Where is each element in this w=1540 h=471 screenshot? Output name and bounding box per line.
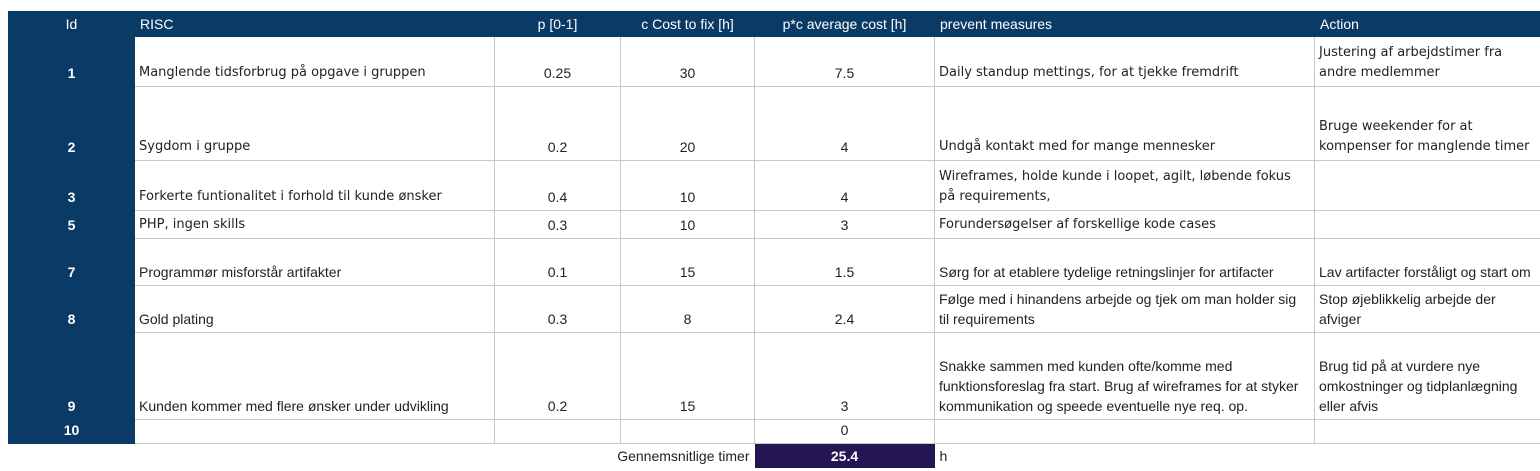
cell-probability[interactable]: 0.4: [494, 160, 621, 211]
cell-cost[interactable]: 10: [620, 160, 755, 211]
cell-action[interactable]: Brug tid på at vurdere nye omkostninger …: [1314, 332, 1540, 420]
table-row: 7 Programmør misforstår artifakter 0.1 1…: [8, 238, 1540, 286]
cell-prevent-measures[interactable]: Daily standup mettings, for at tjekke fr…: [934, 36, 1315, 87]
cell-probability[interactable]: 0.1: [494, 238, 621, 286]
cell-cost[interactable]: 15: [620, 332, 755, 420]
footer-empty-cell: [1315, 444, 1540, 469]
cell-id[interactable]: 8: [8, 285, 135, 333]
cell-prevent-measures[interactable]: Forundersøgelser af forskellige kode cas…: [934, 210, 1315, 239]
cell-risc[interactable]: [134, 419, 495, 444]
cell-id[interactable]: 3: [8, 160, 135, 211]
cell-probability[interactable]: 0.3: [494, 285, 621, 333]
footer-row: Gennemsnitlige timer 25.4 h: [9, 443, 1540, 469]
cell-action[interactable]: [1314, 210, 1540, 239]
cell-prevent-measures[interactable]: Snakke sammen med kunden ofte/komme med …: [934, 332, 1315, 420]
cell-average-cost[interactable]: 0: [754, 419, 935, 444]
cell-cost[interactable]: 30: [620, 36, 755, 87]
cell-average-cost[interactable]: 3: [754, 210, 935, 239]
cell-average-cost[interactable]: 3: [754, 332, 935, 420]
cell-average-cost[interactable]: 7.5: [754, 36, 935, 87]
cell-risc[interactable]: PHP, ingen skills: [134, 210, 495, 239]
cell-average-cost[interactable]: 4: [754, 86, 935, 161]
cell-prevent-measures[interactable]: Følge med i hinandens arbejde og tjek om…: [934, 285, 1315, 333]
cell-id[interactable]: 7: [8, 238, 135, 286]
cell-action[interactable]: Stop øjeblikkelig arbejde der afviger: [1314, 285, 1540, 333]
cell-average-cost[interactable]: 1.5: [754, 238, 935, 286]
header-row: Id RISC p [0-1] c Cost to fix [h] p*c av…: [8, 11, 1540, 37]
cell-cost[interactable]: 8: [620, 285, 755, 333]
cell-risc[interactable]: Manglende tidsforbrug på opgave i gruppe…: [134, 36, 495, 87]
cell-id[interactable]: 1: [8, 36, 135, 87]
cell-action[interactable]: Bruge weekender for at kompenser for man…: [1314, 86, 1540, 161]
average-hours-total[interactable]: 25.4: [754, 443, 935, 468]
header-average-cost[interactable]: p*c average cost [h]: [754, 11, 935, 37]
cell-cost[interactable]: 10: [620, 210, 755, 239]
table-row: 10 0: [8, 419, 1540, 444]
header-cost[interactable]: c Cost to fix [h]: [620, 11, 755, 37]
table-row: 3 Forkerte funtionalitet i forhold til k…: [8, 160, 1540, 211]
cell-average-cost[interactable]: 4: [754, 160, 935, 211]
table-row: 5 PHP, ingen skills 0.3 10 3 Forundersøg…: [8, 210, 1540, 239]
cell-risc[interactable]: Forkerte funtionalitet i forhold til kun…: [134, 160, 495, 211]
average-hours-unit: h: [939, 448, 948, 464]
cell-prevent-measures[interactable]: Undgå kontakt med for mange mennesker: [934, 86, 1315, 161]
risk-table: Id RISC p [0-1] c Cost to fix [h] p*c av…: [8, 11, 1540, 468]
cell-action[interactable]: [1314, 160, 1540, 211]
cell-prevent-measures[interactable]: Wireframes, holde kunde i loopet, agilt,…: [934, 160, 1315, 211]
cell-probability[interactable]: [494, 419, 621, 444]
cell-probability[interactable]: 0.2: [494, 332, 621, 420]
cell-cost[interactable]: 20: [620, 86, 755, 161]
cell-average-cost[interactable]: 2.4: [754, 285, 935, 333]
cell-risc[interactable]: Kunden kommer med flere ønsker under udv…: [134, 332, 495, 420]
cell-risc[interactable]: Gold plating: [134, 285, 495, 333]
cell-id[interactable]: 5: [8, 210, 135, 239]
cell-action[interactable]: Justering af arbejdstimer fra andre medl…: [1314, 36, 1540, 87]
table-row: 1 Manglende tidsforbrug på opgave i grup…: [8, 36, 1540, 87]
cell-prevent-measures[interactable]: Sørg for at etablere tydelige retningsli…: [934, 238, 1315, 286]
header-risc[interactable]: RISC: [134, 11, 495, 37]
cell-probability[interactable]: 0.2: [494, 86, 621, 161]
cell-risc[interactable]: Programmør misforstår artifakter: [134, 238, 495, 286]
header-probability[interactable]: p [0-1]: [494, 11, 621, 37]
cell-cost[interactable]: [620, 419, 755, 444]
cell-prevent-measures[interactable]: [934, 419, 1315, 444]
table-row: 9 Kunden kommer med flere ønsker under u…: [8, 332, 1540, 420]
table-row: 2 Sygdom i gruppe 0.2 20 4 Undgå kontakt…: [8, 86, 1540, 161]
average-hours-label: Gennemsnitlige timer: [617, 448, 750, 464]
cell-risc[interactable]: Sygdom i gruppe: [134, 86, 495, 161]
table-row: 8 Gold plating 0.3 8 2.4 Følge med i hin…: [8, 285, 1540, 333]
risk-table-sheet: Id RISC p [0-1] c Cost to fix [h] p*c av…: [8, 11, 1540, 468]
cell-cost[interactable]: 15: [620, 238, 755, 286]
cell-id[interactable]: 9: [8, 332, 135, 420]
header-action[interactable]: Action: [1314, 11, 1540, 37]
cell-id[interactable]: 10: [8, 419, 135, 444]
header-prevent-measures[interactable]: prevent measures: [934, 11, 1315, 37]
cell-id[interactable]: 2: [8, 86, 135, 161]
cell-probability[interactable]: 0.25: [494, 36, 621, 87]
cell-action[interactable]: [1314, 419, 1540, 444]
cell-action[interactable]: Lav artifacter forståligt og start om: [1314, 238, 1540, 286]
cell-probability[interactable]: 0.3: [494, 210, 621, 239]
header-id[interactable]: Id: [8, 11, 135, 37]
